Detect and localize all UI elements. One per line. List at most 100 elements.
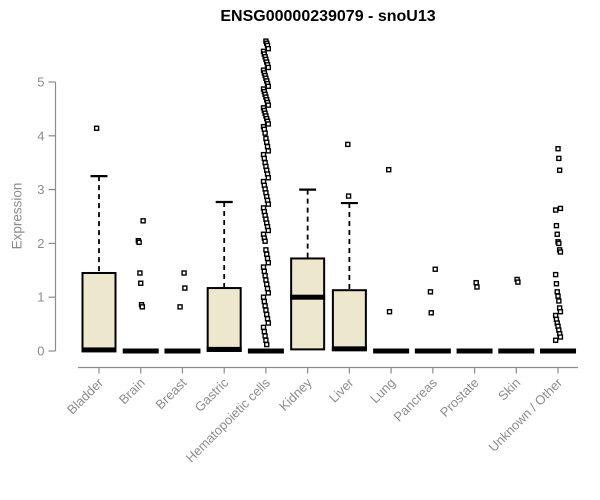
outlier-point [265, 175, 272, 181]
median-line [81, 347, 117, 353]
outlier-point [557, 205, 564, 212]
y-tick-label: 2 [37, 236, 44, 251]
outlier-point [263, 337, 269, 343]
outlier-point [260, 294, 267, 300]
outlier-point [552, 337, 559, 343]
x-tick-label: Gastric [192, 375, 232, 415]
outlier-point [264, 255, 271, 262]
outlier-point [264, 316, 271, 322]
outlier-point [555, 293, 561, 299]
y-tick-label: 4 [37, 128, 44, 143]
outlier-point [264, 311, 270, 318]
outlier-point [386, 166, 392, 173]
outlier-point [265, 227, 272, 234]
outlier-point [264, 285, 271, 292]
outlier-point [265, 290, 272, 296]
outlier-point [554, 231, 560, 237]
outlier-point [181, 270, 187, 276]
y-tick-label: 1 [37, 290, 44, 305]
outlier-point [265, 64, 272, 71]
outlier-point [263, 277, 269, 283]
outlier-point [427, 289, 434, 295]
outlier-point [428, 310, 434, 316]
outlier-point [473, 279, 479, 286]
outlier-point [265, 121, 272, 127]
median-line [206, 346, 242, 352]
zero-median-bar [247, 348, 284, 354]
chart-title: ENSG00000239079 - snoU13 [220, 8, 436, 25]
outlier-point [555, 146, 561, 152]
x-tick-label: Unknown / Other [486, 375, 566, 455]
median-line [331, 346, 367, 352]
outlier-point [264, 251, 270, 257]
x-tick-label: Bladder [64, 375, 107, 418]
outlier-point [556, 240, 562, 247]
zero-median-bar [498, 348, 535, 354]
outlier-point [140, 218, 146, 224]
outlier-point [260, 264, 267, 270]
x-tick-label: Lung [367, 375, 398, 406]
outlier-point [261, 268, 268, 275]
outlier-point [552, 271, 559, 278]
outlier-point [556, 155, 562, 162]
zero-median-bar [373, 348, 410, 354]
outlier-point [515, 279, 521, 285]
zero-median-bar [456, 348, 493, 354]
box [81, 271, 117, 352]
box [290, 257, 326, 351]
outlier-point [265, 148, 272, 154]
outlier-point [557, 249, 564, 255]
outlier-point [265, 201, 272, 207]
zero-median-bar [540, 348, 577, 354]
box [331, 289, 367, 351]
outlier-point [265, 83, 272, 90]
box [206, 287, 242, 352]
y-tick-label: 0 [37, 344, 44, 359]
outlier-point [262, 130, 268, 136]
outlier-point [263, 307, 269, 313]
zero-median-bar [164, 348, 201, 354]
x-tick-label: Brain [116, 375, 148, 407]
outlier-point [265, 320, 272, 326]
outlier-point [263, 247, 269, 253]
outlier-point [182, 285, 188, 291]
outlier-point [136, 239, 142, 246]
x-tick-label: Prostate [437, 375, 482, 420]
outlier-point [556, 298, 562, 304]
outlier-point [386, 309, 393, 315]
outlier-point [554, 289, 560, 295]
y-tick-label: 5 [37, 75, 44, 90]
outlier-point [262, 333, 268, 339]
x-tick-label: Pancreas [391, 375, 441, 425]
outlier-point [345, 193, 352, 199]
outlier-point [262, 272, 268, 279]
y-tick-label: 3 [37, 182, 44, 197]
zero-median-bar [122, 348, 159, 354]
outlier-point [265, 260, 272, 266]
outlier-point [177, 304, 183, 310]
outlier-point [264, 143, 271, 150]
outlier-point [137, 270, 143, 276]
outlier-point [262, 303, 268, 309]
outlier-point [264, 281, 270, 287]
outlier-point [265, 45, 272, 52]
outlier-point [138, 280, 144, 286]
outlier-point [432, 266, 438, 272]
median-line [290, 294, 326, 300]
zero-median-bar [414, 348, 451, 354]
outlier-point [264, 139, 270, 145]
outlier-point [262, 238, 268, 244]
y-axis-label: Expression [9, 182, 25, 250]
outlier-point [261, 298, 268, 305]
outlier-point [93, 125, 100, 131]
outlier-point [261, 155, 268, 162]
outlier-point [139, 304, 146, 310]
outlier-point [556, 167, 563, 173]
outlier-point [264, 341, 270, 348]
outlier-point [557, 309, 564, 315]
x-tick-label: Liver [326, 375, 357, 406]
outlier-point [260, 324, 267, 331]
outlier-point [261, 328, 268, 335]
